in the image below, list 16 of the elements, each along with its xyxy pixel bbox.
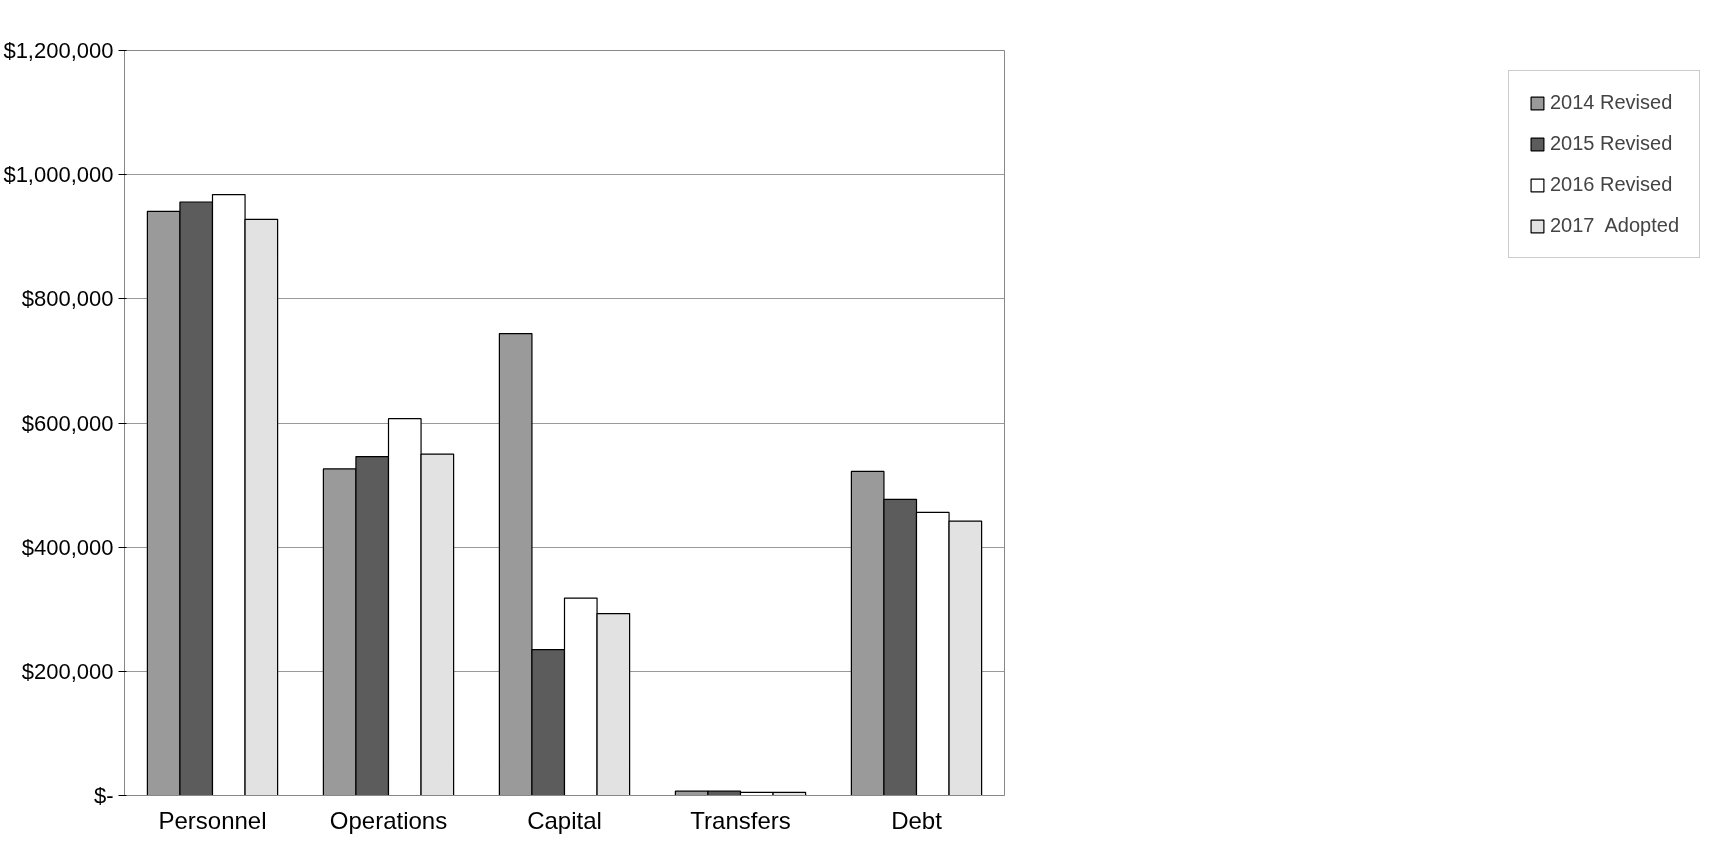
x-tick-label: Capital: [527, 806, 602, 834]
y-tick-label: $800,000: [21, 286, 114, 312]
y-tick-label: $200,000: [21, 658, 114, 684]
x-tick-label: Operations: [329, 806, 448, 834]
x-tick-label: Debt: [891, 806, 943, 834]
legend-label: 2015 Revised: [1549, 132, 1673, 155]
legend-label: 2014 Revised: [1549, 91, 1673, 114]
legend-label: 2017 Adopted: [1549, 214, 1679, 237]
y-tick-label: $-: [93, 783, 114, 808]
y-tick-label: $1,200,000: [3, 38, 114, 63]
y-tick-label: $1,000,000: [3, 162, 114, 188]
x-tick-label: Personnel: [158, 806, 267, 834]
y-tick-label: $400,000: [21, 534, 114, 560]
legend-label: 2016 Revised: [1549, 173, 1673, 196]
x-tick-label: Transfers: [690, 806, 791, 834]
y-tick-label: $600,000: [21, 410, 114, 436]
